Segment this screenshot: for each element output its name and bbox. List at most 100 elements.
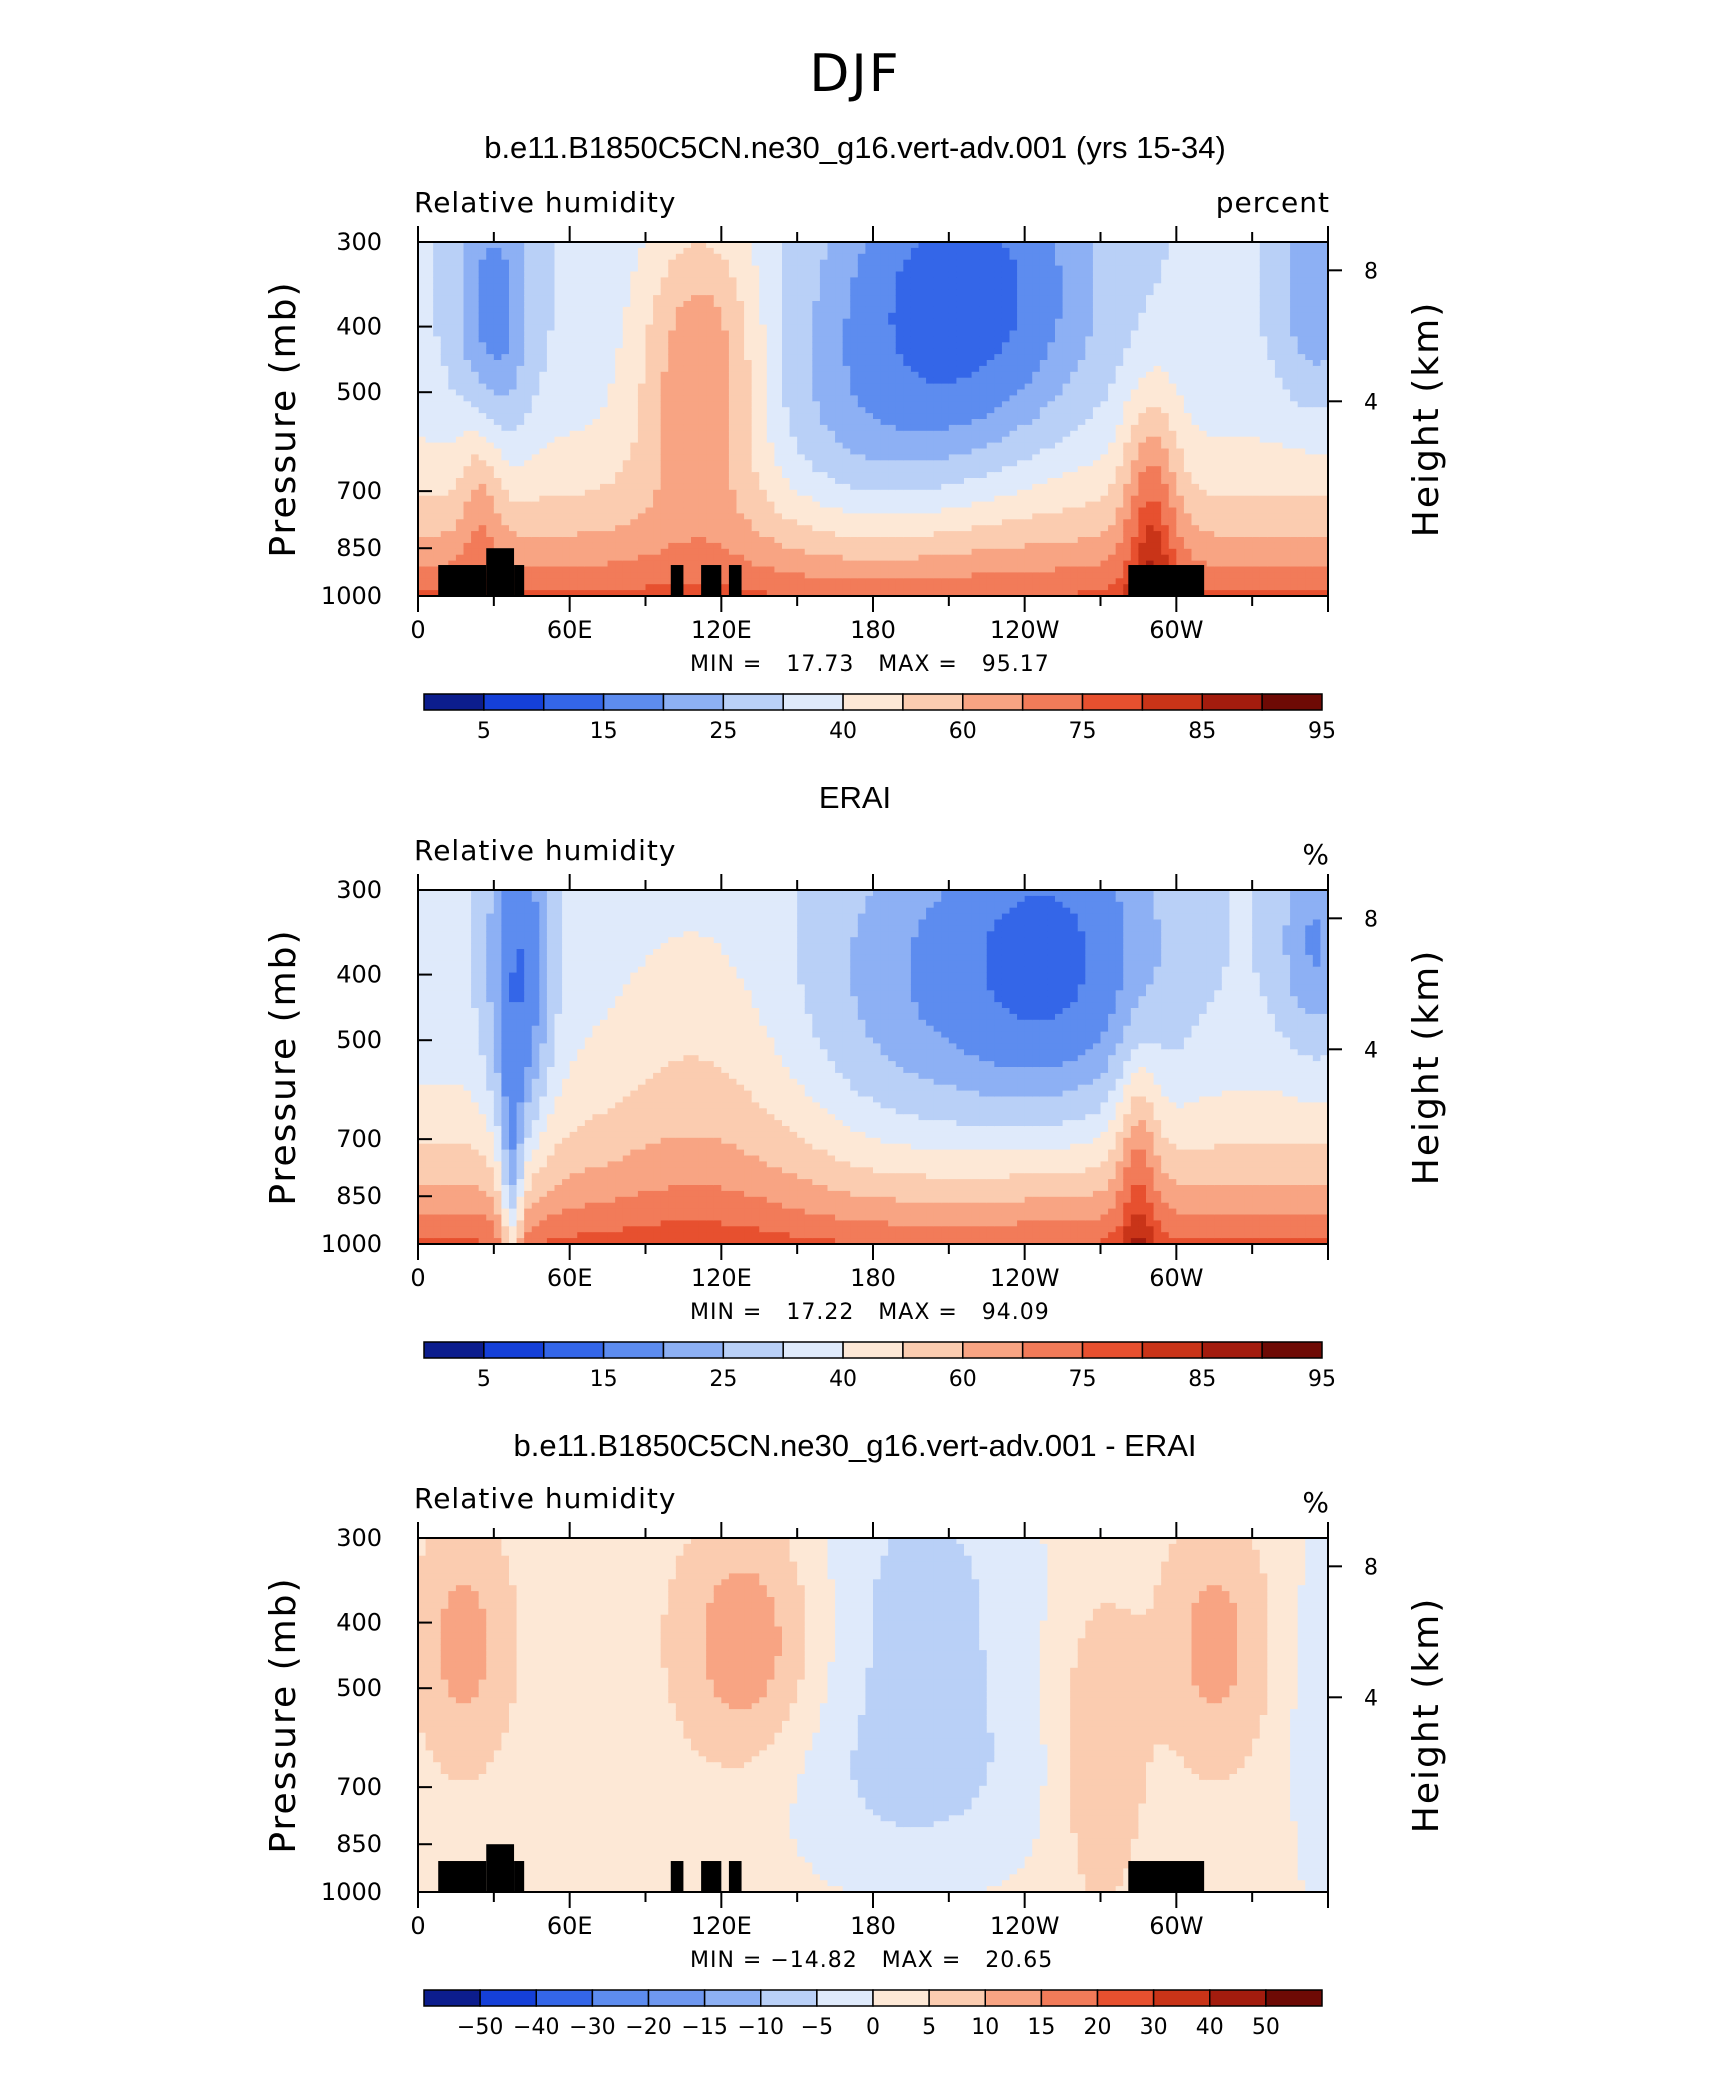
contour-cell (699, 272, 707, 279)
contour-cell (524, 413, 532, 420)
contour-cell (919, 248, 927, 255)
contour-cell (865, 419, 873, 426)
contour-cell (471, 366, 479, 373)
contour-cell (896, 584, 904, 591)
contour-cell (517, 443, 525, 450)
contour-cell (721, 289, 729, 296)
contour-cell (577, 325, 585, 332)
contour-cell (896, 307, 904, 314)
contour-cell (903, 454, 911, 461)
contour-cell (555, 449, 563, 456)
contour-cell (464, 313, 472, 320)
contour-cell (790, 484, 798, 491)
contour-cell (828, 543, 836, 550)
contour-cell (1025, 513, 1033, 520)
contour-cell (600, 313, 608, 320)
contour-cell (752, 466, 760, 473)
contour-cell (570, 336, 578, 343)
contour-cell (676, 378, 684, 385)
contour-cell (790, 425, 798, 432)
contour-cell (638, 572, 646, 579)
contour-cell (949, 572, 957, 579)
contour-cell (638, 319, 646, 326)
contour-cell (858, 289, 866, 296)
contour-cell (706, 301, 714, 308)
contour-cell (1032, 555, 1040, 562)
contour-cell (1017, 331, 1025, 338)
contour-cell (759, 543, 767, 550)
contour-cell (668, 531, 676, 538)
contour-cell (729, 348, 737, 355)
contour-cell (547, 336, 555, 343)
contour-cell (555, 384, 563, 391)
contour-cell (524, 549, 532, 556)
contour-cell (1017, 366, 1025, 373)
contour-cell (714, 419, 722, 426)
contour-cell (858, 443, 866, 450)
contour-cell (797, 549, 805, 556)
contour-cell (555, 325, 563, 332)
contour-cell (926, 277, 934, 284)
contour-cell (699, 277, 707, 284)
contour-cell (820, 537, 828, 544)
contour-cell (691, 537, 699, 544)
contour-cell (934, 508, 942, 515)
contour-cell (683, 272, 691, 279)
contour-cell (418, 336, 426, 343)
contour-cell (744, 567, 752, 574)
contour-cell (1002, 537, 1010, 544)
contour-cell (577, 543, 585, 550)
contour-cell (843, 431, 851, 438)
contour-cell (865, 472, 873, 479)
contour-cell (774, 449, 782, 456)
contour-cell (721, 490, 729, 497)
contour-cell (752, 496, 760, 503)
contour-cell (555, 490, 563, 497)
contour-cell (888, 336, 896, 343)
contour-cell (850, 449, 858, 456)
contour-cell (441, 272, 449, 279)
contour-cell (570, 366, 578, 373)
contour-cell (638, 431, 646, 438)
contour-cell (1002, 561, 1010, 568)
contour-cell (691, 348, 699, 355)
contour-cell (903, 460, 911, 467)
contour-cell (555, 425, 563, 432)
contour-cell (828, 366, 836, 373)
contour-cell (956, 484, 964, 491)
contour-cell (524, 407, 532, 414)
contour-cell (486, 449, 494, 456)
contour-cell (721, 360, 729, 367)
contour-cell (600, 342, 608, 349)
contour-cell (782, 454, 790, 461)
contour-cell (782, 395, 790, 402)
contour-cell (987, 319, 995, 326)
contour-cell (615, 572, 623, 579)
contour-cell (577, 425, 585, 432)
contour-cell (729, 454, 737, 461)
contour-cell (1002, 260, 1010, 267)
contour-cell (896, 454, 904, 461)
contour-cell (979, 254, 987, 260)
contour-cell (615, 407, 623, 414)
contour-cell (464, 519, 472, 526)
contour-cell (706, 248, 714, 255)
contour-cell (532, 567, 540, 574)
contour-cell (653, 325, 661, 332)
contour-cell (919, 567, 927, 574)
contour-cell (797, 443, 805, 450)
contour-cell (1002, 384, 1010, 391)
contour-cell (843, 549, 851, 556)
contour-cell (570, 543, 578, 550)
contour-cell (919, 390, 927, 397)
contour-cell (903, 307, 911, 314)
contour-cell (448, 407, 456, 414)
contour-cell (774, 295, 782, 302)
contour-cell (577, 478, 585, 485)
contour-cell (501, 478, 509, 485)
contour-cell (873, 277, 881, 284)
contour-cell (744, 390, 752, 397)
contour-cell (433, 313, 441, 320)
contour-cell (919, 401, 927, 408)
